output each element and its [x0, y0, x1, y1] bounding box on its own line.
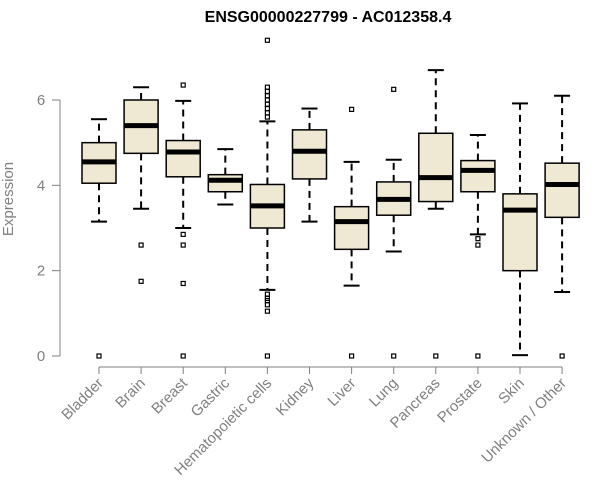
outlier-point — [180, 242, 186, 248]
box-brain — [123, 86, 159, 284]
iqr-box — [418, 132, 454, 203]
iqr-box — [165, 139, 201, 178]
iqr-box — [502, 193, 538, 272]
outlier-point — [138, 278, 144, 284]
boxes-group — [81, 37, 580, 359]
box-bladder — [81, 118, 117, 359]
x-tick-label: Prostate — [434, 375, 486, 427]
box-liver — [333, 106, 370, 359]
box-pancreas — [418, 69, 454, 359]
outlier-point — [391, 353, 397, 359]
box-skin — [502, 102, 538, 357]
outlier-point — [264, 101, 270, 107]
outlier-point — [138, 242, 144, 248]
outlier-point — [180, 280, 186, 287]
box-prostate — [460, 133, 496, 359]
outlier-point — [264, 88, 270, 95]
outlier-point — [349, 353, 355, 359]
outlier-point — [264, 93, 270, 99]
outlier-point — [475, 236, 481, 242]
box-kidney — [291, 107, 328, 223]
box-breast — [165, 82, 201, 359]
outlier-point — [559, 353, 565, 359]
outlier-point — [180, 231, 186, 237]
x-tick-label: Kidney — [273, 374, 318, 419]
x-tick-label: Skin — [495, 375, 528, 408]
box-gastric — [207, 148, 244, 206]
x-tick-label: Breast — [148, 374, 191, 417]
iqr-box — [333, 205, 370, 251]
iqr-box — [207, 173, 244, 193]
y-tick-label: 0 — [37, 348, 45, 365]
iqr-box — [544, 162, 580, 219]
outlier-point — [264, 308, 270, 314]
outlier-point — [264, 353, 270, 359]
box-unknown-other — [544, 94, 580, 359]
outlier-point — [433, 353, 439, 359]
y-tick-label: 2 — [37, 263, 45, 280]
outlier-point — [180, 353, 186, 359]
outlier-point — [264, 84, 270, 90]
outlier-point — [264, 110, 270, 116]
y-tick-label: 6 — [37, 92, 45, 109]
x-tick-label: Liver — [324, 375, 359, 410]
y-axis-label: Expression — [0, 162, 17, 236]
box-hematopoietic-cells — [249, 37, 286, 359]
y-tick-label: 4 — [37, 177, 45, 194]
outlier-point — [391, 86, 397, 92]
box-lung — [375, 86, 412, 359]
outlier-point — [96, 353, 102, 359]
x-tick-label: Bladder — [58, 375, 107, 424]
x-tick-label: Brain — [112, 375, 149, 412]
y-axis: 0 2 4 6 — [37, 92, 61, 365]
outlier-point — [475, 353, 481, 359]
outlier-point — [264, 114, 270, 120]
outlier-point — [264, 37, 270, 43]
outlier-point — [475, 242, 481, 248]
outlier-point — [264, 302, 270, 308]
outlier-point — [180, 82, 186, 88]
chart-title: ENSG00000227799 - AC012358.4 — [205, 9, 452, 26]
outlier-point — [264, 105, 270, 112]
x-tick-label: Lung — [366, 375, 402, 411]
iqr-box — [460, 159, 496, 193]
outlier-point — [264, 291, 270, 297]
outlier-point — [264, 97, 270, 103]
outlier-point — [349, 106, 355, 112]
iqr-box — [291, 129, 328, 180]
